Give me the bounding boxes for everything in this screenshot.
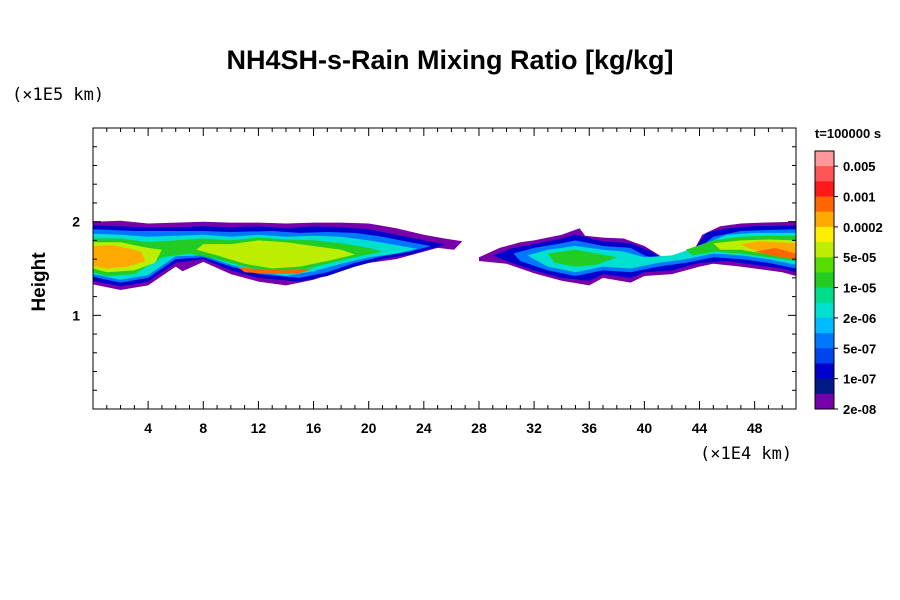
colorbar-label: 2e-06 bbox=[843, 311, 876, 326]
plot-frame bbox=[92, 127, 797, 410]
colorbar-swatch bbox=[815, 378, 834, 395]
x-unit-label: (×1E4 km) bbox=[700, 444, 793, 464]
colorbar-label: 0.005 bbox=[843, 159, 876, 174]
colorbar-label: 0.0002 bbox=[843, 220, 883, 235]
x-tick-label: 12 bbox=[251, 420, 267, 436]
y-tick-label: 1 bbox=[72, 307, 80, 323]
x-tick-label: 40 bbox=[637, 420, 653, 436]
x-tick-label: 32 bbox=[526, 420, 542, 436]
colorbar: 0.005 0.001 0.0002 5e-05 1e-05 2e-06 5e-07 1e-0… bbox=[814, 150, 883, 417]
colorbar-swatch bbox=[815, 393, 834, 410]
colorbar-label: 1e-07 bbox=[843, 372, 876, 387]
colorbar-swatch bbox=[815, 287, 834, 304]
heatmap-fields bbox=[93, 220, 796, 290]
field-region-12 bbox=[196, 240, 355, 269]
time-label: t=100000 s bbox=[815, 126, 881, 141]
colorbar-swatch bbox=[815, 196, 834, 213]
x-tick-label: 24 bbox=[416, 420, 432, 436]
colorbar-label: 2e-08 bbox=[843, 402, 876, 417]
x-tick-label: 16 bbox=[306, 420, 322, 436]
x-tick-label: 48 bbox=[747, 420, 763, 436]
colorbar-swatch bbox=[815, 302, 834, 319]
colorbar-swatch bbox=[815, 363, 834, 380]
colorbar-swatch bbox=[815, 211, 834, 228]
x-tick-label: 4 bbox=[144, 420, 152, 436]
x-tick-label: 8 bbox=[199, 420, 207, 436]
y-unit-label: (×1E5 km) bbox=[12, 85, 105, 105]
colorbar-label: 1e-05 bbox=[843, 281, 876, 296]
colorbar-swatch bbox=[815, 242, 834, 258]
field-region-14 bbox=[93, 245, 146, 269]
field-region-9 bbox=[547, 249, 617, 267]
x-tick-label: 20 bbox=[361, 420, 377, 436]
field-region-17 bbox=[754, 247, 796, 260]
colorbar-swatch bbox=[815, 317, 834, 334]
x-tick-label: 36 bbox=[581, 420, 597, 436]
field-region-16 bbox=[237, 266, 314, 275]
colorbar-swatch bbox=[815, 333, 834, 349]
colorbar-frame bbox=[814, 150, 835, 410]
x-tick-label: 28 bbox=[471, 420, 487, 436]
chart-title: NH4SH-s-Rain Mixing Ratio [kg/kg] bbox=[226, 45, 674, 75]
y-tick-label: 2 bbox=[72, 214, 80, 230]
colorbar-swatch bbox=[815, 181, 834, 197]
colorbar-label: 0.001 bbox=[843, 190, 876, 205]
colorbar-swatch bbox=[815, 151, 834, 167]
x-tick-label: 44 bbox=[692, 420, 708, 436]
colorbar-swatch bbox=[815, 166, 834, 182]
colorbar-label: 5e-05 bbox=[843, 250, 876, 265]
colorbar-swatch bbox=[815, 348, 834, 364]
colorbar-swatch bbox=[815, 272, 834, 288]
colorbar-swatch bbox=[815, 226, 834, 243]
colorbar-swatch bbox=[815, 257, 834, 273]
colorbar-label: 5e-07 bbox=[843, 341, 876, 356]
